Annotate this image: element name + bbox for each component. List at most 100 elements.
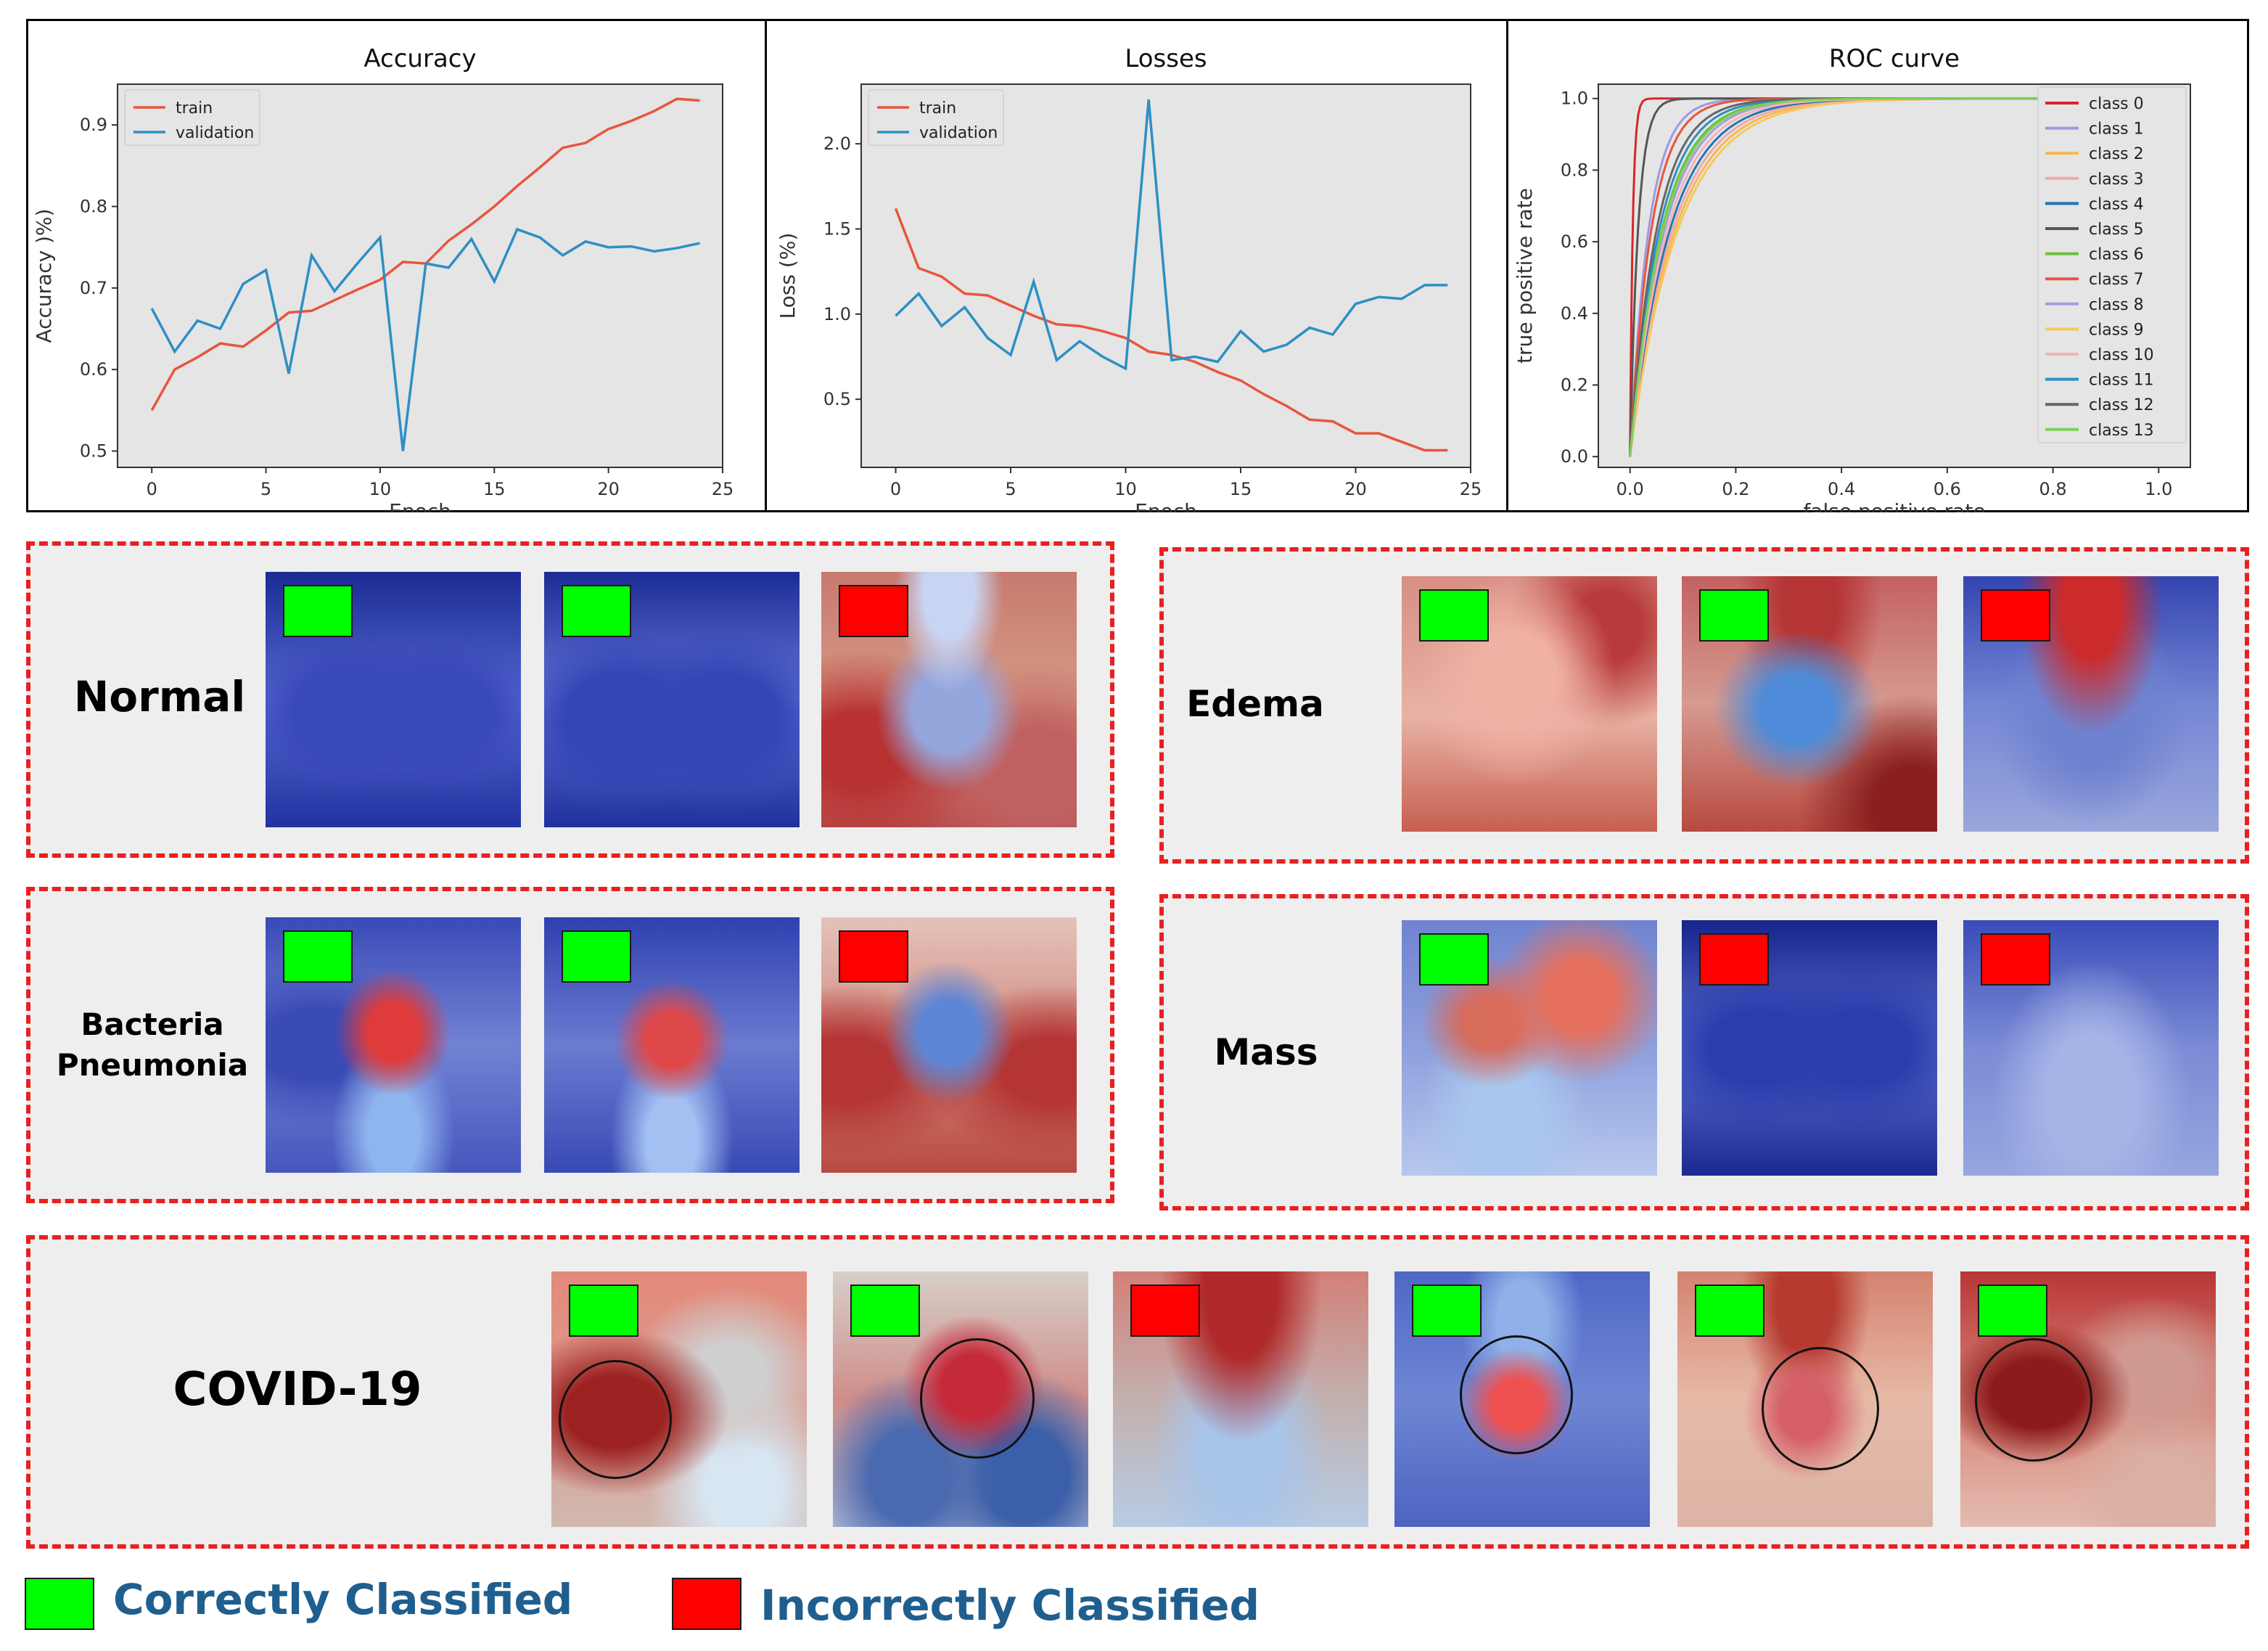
xray-edema-3 <box>1963 576 2219 832</box>
legend-label-class-0: class 0 <box>2089 95 2144 113</box>
xray-mass-3 <box>1963 920 2219 1176</box>
incorrect-marker <box>1130 1285 1200 1337</box>
incorrect-marker <box>1981 589 2050 642</box>
legend-label-class-12: class 12 <box>2089 396 2154 414</box>
correct-marker <box>1419 589 1489 642</box>
x-tick-label: 0.6 <box>1934 479 1961 499</box>
correct-marker <box>1419 933 1489 986</box>
lesion-circle <box>1460 1335 1573 1454</box>
x-tick-label: 10 <box>1114 479 1137 499</box>
legend-label-class-7: class 7 <box>2089 271 2144 289</box>
correct-marker <box>562 585 631 637</box>
xray-bacteria-2 <box>544 917 800 1173</box>
xray-mass-1 <box>1402 920 1657 1176</box>
xray-covid-2 <box>833 1271 1088 1527</box>
y-tick-label: 0.4 <box>1561 303 1588 324</box>
plot-area <box>860 83 1471 468</box>
legend-label-class-2: class 2 <box>2089 145 2144 163</box>
x-tick-label: 0 <box>890 479 901 499</box>
section-label-mass: Mass <box>1214 1031 1318 1073</box>
y-tick-label: 0.9 <box>80 115 107 135</box>
y-tick-label: 1.5 <box>823 218 851 239</box>
xray-normal-2 <box>544 572 800 827</box>
y-axis-label: Loss (%) <box>776 233 800 319</box>
x-tick-label: 15 <box>483 479 506 499</box>
x-tick-label: 15 <box>1230 479 1252 499</box>
correct-marker <box>1699 589 1769 642</box>
correct-marker <box>1412 1285 1482 1337</box>
legend-label-train: train <box>919 99 956 118</box>
lesion-circle <box>1762 1347 1879 1470</box>
legend-incorrect-swatch <box>672 1578 741 1630</box>
y-tick-label: 0.8 <box>80 197 107 217</box>
x-tick-label: 5 <box>260 479 271 499</box>
xray-covid-6 <box>1960 1271 2216 1527</box>
incorrect-marker <box>1981 933 2050 986</box>
y-tick-label: 1.0 <box>823 304 851 324</box>
legend-label-class-3: class 3 <box>2089 171 2144 189</box>
xray-normal-1 <box>266 572 521 827</box>
x-tick-label: 20 <box>597 479 620 499</box>
xray-mass-2 <box>1682 920 1937 1176</box>
legend-correct-swatch <box>25 1578 94 1630</box>
legend-correct-label: Correctly Classified <box>113 1575 573 1624</box>
correct-marker <box>850 1285 920 1337</box>
x-tick-label: 25 <box>712 479 734 499</box>
y-tick-label: 0.5 <box>80 441 107 462</box>
correct-marker <box>1695 1285 1764 1337</box>
y-tick-label: 0.6 <box>1561 232 1588 252</box>
y-tick-label: 2.0 <box>823 134 851 154</box>
chart-title: Accuracy <box>363 44 476 73</box>
accuracy-chart: Accuracy 0 5 10 15 20 25 0.5 0.6 0.7 0.8 0.9 Epoch Ac… <box>32 44 734 512</box>
xray-edema-1 <box>1402 576 1657 832</box>
legend-label-class-9: class 9 <box>2089 321 2144 339</box>
panel-divider <box>765 19 767 512</box>
correct-marker <box>1978 1285 2047 1337</box>
x-axis-label: Epoch <box>389 499 451 512</box>
section-label-edema: Edema <box>1186 683 1324 725</box>
section-label-covid-19: COVID-19 <box>173 1363 422 1417</box>
charts-frame <box>26 19 2249 512</box>
lesion-circle <box>920 1338 1035 1459</box>
x-tick-label: 0.8 <box>2039 479 2066 499</box>
y-tick-label: 0.7 <box>80 278 107 298</box>
xray-bacteria-3 <box>821 917 1077 1173</box>
xray-covid-5 <box>1677 1271 1933 1527</box>
y-tick-label: 0.2 <box>1561 375 1588 396</box>
x-axis-label: false positive rate <box>1803 499 1985 512</box>
chart-title: ROC curve <box>1829 44 1960 73</box>
xray-covid-4 <box>1394 1271 1650 1527</box>
legend-label-train: train <box>176 99 213 118</box>
legend-incorrect-label: Incorrectly Classified <box>760 1581 1260 1630</box>
losses-chart: Losses 0 5 10 15 20 25 0.5 1.0 1.5 2.0 Epoch Loss (%… <box>776 44 1482 512</box>
legend-label-class-11: class 11 <box>2089 372 2154 390</box>
series-line-validation <box>895 99 1448 371</box>
chart-title: Losses <box>1125 44 1207 73</box>
series-line-validation <box>150 227 700 451</box>
incorrect-marker <box>839 930 908 983</box>
x-axis-label: Epoch <box>1135 499 1197 512</box>
xray-normal-3 <box>821 572 1077 827</box>
x-tick-label: 0.4 <box>1828 479 1855 499</box>
y-axis-label: Accuracy )%) <box>32 208 56 343</box>
incorrect-marker <box>839 585 908 637</box>
xray-edema-2 <box>1682 576 1937 832</box>
lesion-circle <box>1975 1338 2092 1462</box>
roc-line-class-13 <box>1629 97 2159 457</box>
lesion-circle <box>559 1360 672 1479</box>
x-tick-label: 0.2 <box>1722 479 1749 499</box>
correct-marker <box>562 930 631 983</box>
x-tick-label: 0.0 <box>1616 479 1644 499</box>
legend-label-class-6: class 6 <box>2089 246 2144 264</box>
section-label-bacteria-pneumonia: Bacteria Pneumonia <box>56 1007 249 1083</box>
incorrect-marker <box>1699 933 1769 986</box>
x-tick-label: 0 <box>147 479 157 499</box>
x-tick-label: 20 <box>1344 479 1367 499</box>
xray-covid-1 <box>551 1271 807 1527</box>
legend-label-class-4: class 4 <box>2089 195 2144 213</box>
panel-divider <box>1506 19 1508 512</box>
section-label-normal: Normal <box>73 672 246 721</box>
x-tick-label: 10 <box>369 479 392 499</box>
correct-marker <box>569 1285 638 1337</box>
plot-area <box>117 83 723 468</box>
